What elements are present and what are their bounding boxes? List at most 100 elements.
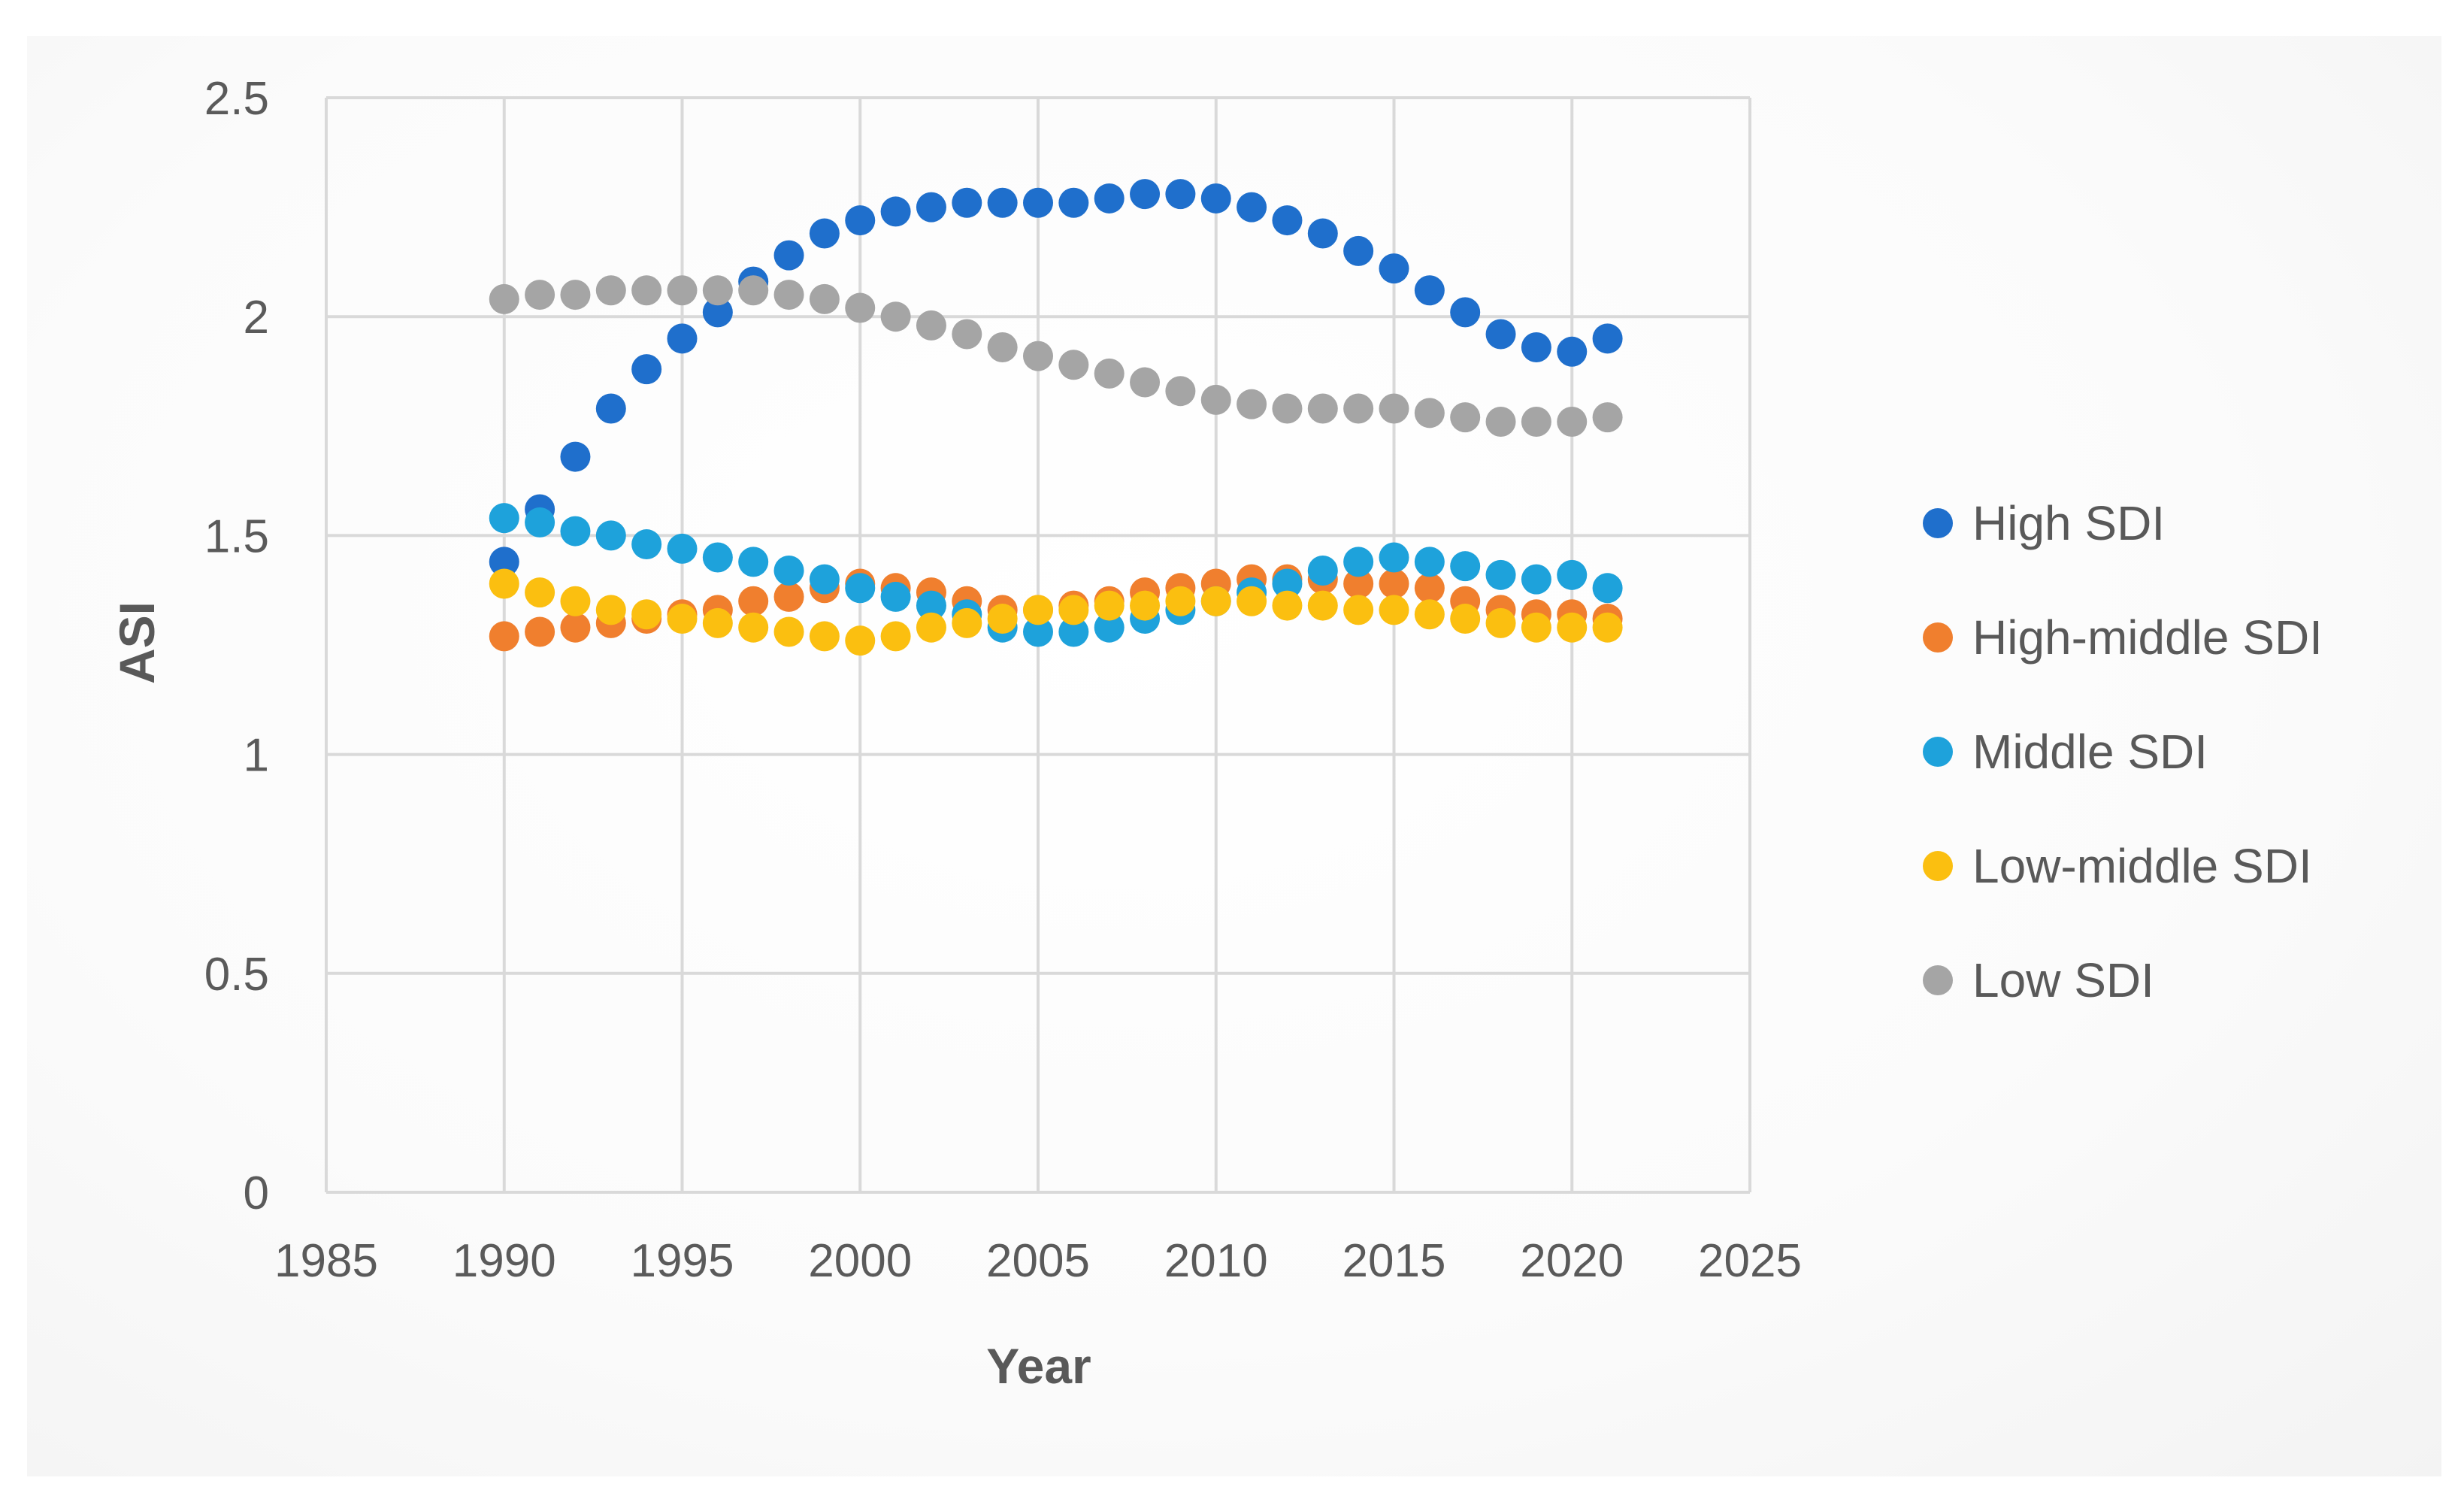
point-high-sdi (1130, 179, 1161, 210)
point-low-sdi (489, 283, 519, 314)
legend-marker (1923, 737, 1953, 767)
point-middle-sdi (1485, 559, 1516, 590)
point-middle-sdi (1094, 612, 1125, 643)
point-low-middle-sdi (1130, 590, 1161, 621)
point-low-sdi (738, 275, 769, 306)
legend-label: High-middle SDI (1972, 610, 2323, 665)
point-low-sdi (595, 275, 626, 306)
point-middle-sdi (560, 516, 591, 547)
legend-marker (1923, 622, 1953, 653)
point-low-middle-sdi (1165, 586, 1196, 616)
legend-label: Middle SDI (1972, 725, 2208, 779)
point-high-sdi (880, 196, 911, 227)
point-high-middle-sdi (560, 612, 591, 643)
point-high-sdi (845, 205, 876, 236)
x-tick-label: 2025 (1698, 1235, 1802, 1287)
legend-marker (1923, 508, 1953, 538)
legend-item-high-middle-sdi: High-middle SDI (1923, 610, 2323, 665)
point-low-sdi (1343, 393, 1374, 424)
point-high-sdi (702, 297, 733, 328)
point-high-sdi (489, 547, 519, 577)
point-low-sdi (1058, 350, 1089, 380)
point-low-sdi (809, 283, 840, 314)
point-low-sdi (880, 301, 911, 332)
point-high-sdi (916, 192, 946, 223)
point-low-middle-sdi (845, 625, 876, 656)
point-low-middle-sdi (773, 616, 804, 647)
point-low-middle-sdi (1272, 590, 1303, 621)
x-tick-label: 1990 (453, 1235, 556, 1287)
x-axis-title: Year (986, 1338, 1091, 1394)
point-middle-sdi (1414, 547, 1445, 577)
point-middle-sdi (525, 507, 555, 538)
point-middle-sdi (1379, 542, 1409, 573)
point-middle-sdi (845, 573, 876, 604)
point-high-middle-sdi (1379, 568, 1409, 599)
point-low-middle-sdi (809, 621, 840, 652)
point-low-middle-sdi (667, 604, 698, 634)
point-middle-sdi (773, 555, 804, 586)
point-high-sdi (1450, 297, 1481, 328)
point-low-middle-sdi (1200, 586, 1231, 616)
point-high-sdi (595, 393, 626, 424)
point-low-middle-sdi (1058, 595, 1089, 625)
legend-label: Low SDI (1972, 953, 2154, 1007)
point-middle-sdi (1521, 564, 1551, 595)
legend-marker (1923, 965, 1953, 995)
point-low-middle-sdi (1450, 604, 1481, 634)
point-low-middle-sdi (1557, 612, 1588, 643)
point-middle-sdi (631, 529, 662, 560)
point-middle-sdi (880, 581, 911, 612)
point-low-sdi (1521, 406, 1551, 437)
point-high-sdi (952, 187, 982, 218)
point-low-sdi (1450, 402, 1481, 433)
point-high-sdi (1557, 336, 1588, 367)
point-high-middle-sdi (1414, 573, 1445, 604)
series-low-sdi (489, 275, 1623, 437)
point-low-sdi (1307, 393, 1338, 424)
point-high-sdi (773, 240, 804, 271)
data-points (489, 179, 1623, 656)
point-middle-sdi (1557, 559, 1588, 590)
point-low-sdi (1414, 398, 1445, 428)
series-high-sdi (489, 179, 1623, 577)
point-low-middle-sdi (952, 607, 982, 638)
y-tick-label: 0 (244, 1167, 269, 1219)
legend-label: High SDI (1972, 496, 2165, 550)
point-middle-sdi (1343, 547, 1374, 577)
y-tick-label: 1 (244, 730, 269, 782)
point-high-sdi (560, 441, 591, 472)
x-tick-label: 2015 (1342, 1235, 1446, 1287)
point-high-sdi (1485, 319, 1516, 350)
point-low-middle-sdi (631, 599, 662, 630)
legend-marker (1923, 851, 1953, 881)
point-high-sdi (1058, 187, 1089, 218)
series-middle-sdi (489, 503, 1623, 647)
point-low-middle-sdi (525, 577, 555, 608)
y-tick-label: 0.5 (204, 949, 269, 1001)
legend-item-middle-sdi: Middle SDI (1923, 725, 2208, 779)
point-high-middle-sdi (1343, 568, 1374, 599)
point-high-middle-sdi (773, 581, 804, 612)
point-low-middle-sdi (1023, 595, 1053, 625)
point-low-middle-sdi (880, 621, 911, 652)
tick-labels: 1985 1990 1995 2000 2005 2010 2015 2020 2025 0 0.5… (204, 73, 1802, 1287)
chart-card (27, 36, 2441, 1476)
legend: High SDI High-middle SDI Middle SDI Low-mid… (1923, 496, 2323, 1007)
legend-item-low-middle-sdi: Low-middle SDI (1923, 839, 2312, 893)
point-low-sdi (1237, 389, 1267, 419)
x-tick-label: 2010 (1164, 1235, 1268, 1287)
point-middle-sdi (738, 547, 769, 577)
point-low-sdi (1130, 367, 1161, 398)
point-high-sdi (1592, 323, 1623, 354)
point-high-sdi (631, 354, 662, 385)
point-low-middle-sdi (738, 612, 769, 643)
point-low-middle-sdi (1237, 586, 1267, 616)
x-tick-label: 2020 (1520, 1235, 1624, 1287)
point-low-middle-sdi (489, 568, 519, 599)
point-middle-sdi (1450, 551, 1481, 582)
point-high-sdi (1414, 275, 1445, 306)
point-low-sdi (1485, 406, 1516, 437)
point-high-sdi (1237, 192, 1267, 223)
